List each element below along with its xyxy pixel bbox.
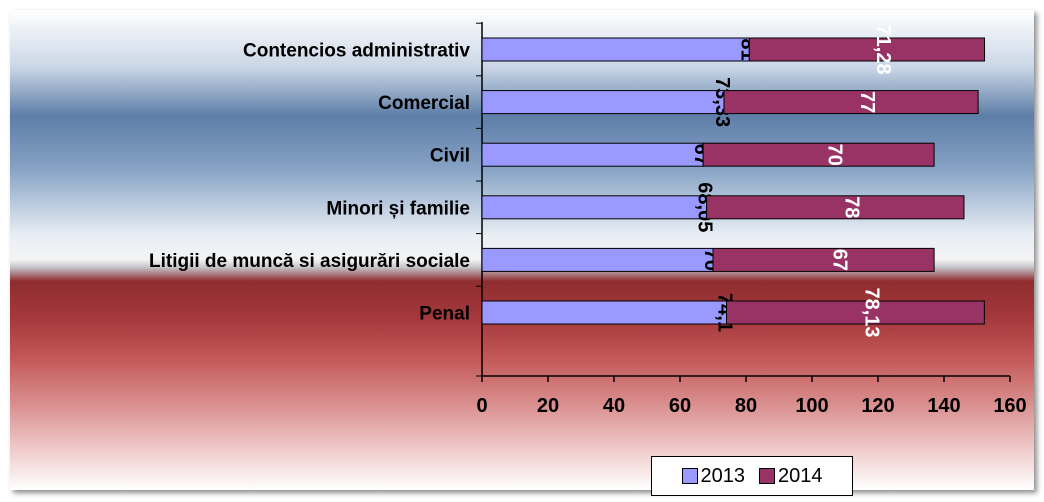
- category-label: Litigii de muncă si asigurări sociale: [149, 251, 470, 272]
- bar-2013-4: [481, 247, 714, 272]
- x-tick-label-140: 140: [927, 395, 960, 417]
- category-label: Civil: [430, 146, 470, 167]
- category-label: Penal: [419, 304, 470, 325]
- data-label-2014-4: 67: [829, 249, 851, 271]
- legend-item-2013: 2013: [681, 464, 746, 488]
- bar-2014-4: [712, 247, 935, 272]
- data-label-2013-1: 73,33: [711, 77, 733, 127]
- x-tick-label-120: 120: [861, 395, 894, 417]
- data-label-2014-3: 78: [840, 196, 862, 218]
- x-tick-label-100: 100: [795, 395, 828, 417]
- bar-2014-5: [726, 300, 985, 325]
- x-tick-label-40: 40: [603, 395, 625, 417]
- data-label-2014-2: 70: [824, 144, 846, 166]
- category-label: Comercial: [378, 93, 470, 114]
- bar-2014-0: [748, 37, 986, 62]
- bar-2013-0: [481, 37, 750, 62]
- bar-2014-3: [706, 195, 965, 220]
- bar-chart: 0 20 40 60 80 100 120 140 160 Contencios administ…: [149, 22, 1027, 417]
- x-tick-label-160: 160: [993, 395, 1026, 417]
- data-label-2014-0: 71,28: [872, 24, 894, 74]
- bar-2014-1: [723, 90, 979, 115]
- legend: 2013 2014: [651, 456, 853, 496]
- legend-swatch-2014: [759, 468, 775, 484]
- data-label-2014-1: 77: [856, 91, 878, 113]
- bar-2013-3: [481, 195, 708, 220]
- chart-area: 0 20 40 60 80 100 120 140 160 Contencios administ…: [10, 10, 1034, 496]
- bar-2013-2: [481, 142, 704, 167]
- x-tick-label-20: 20: [537, 395, 559, 417]
- bar-2013-1: [481, 90, 725, 115]
- data-label-2013-3: 68,05: [694, 182, 716, 232]
- data-label-2014-5: 78,13: [860, 287, 882, 337]
- legend-item-2014: 2014: [759, 465, 823, 488]
- legend-label-2014: 2014: [778, 464, 823, 487]
- x-tick-label-0: 0: [476, 395, 487, 417]
- category-label: Contencios administrativ: [243, 41, 470, 62]
- bar-2013-5: [481, 300, 728, 325]
- legend-swatch-2013: [681, 468, 698, 484]
- legend-label-2013: 2013: [700, 464, 746, 487]
- bar-2014-2: [702, 142, 935, 167]
- x-tick-label-60: 60: [669, 395, 691, 417]
- category-label: Minori și familie: [326, 198, 470, 219]
- x-tick-label-80: 80: [735, 395, 757, 417]
